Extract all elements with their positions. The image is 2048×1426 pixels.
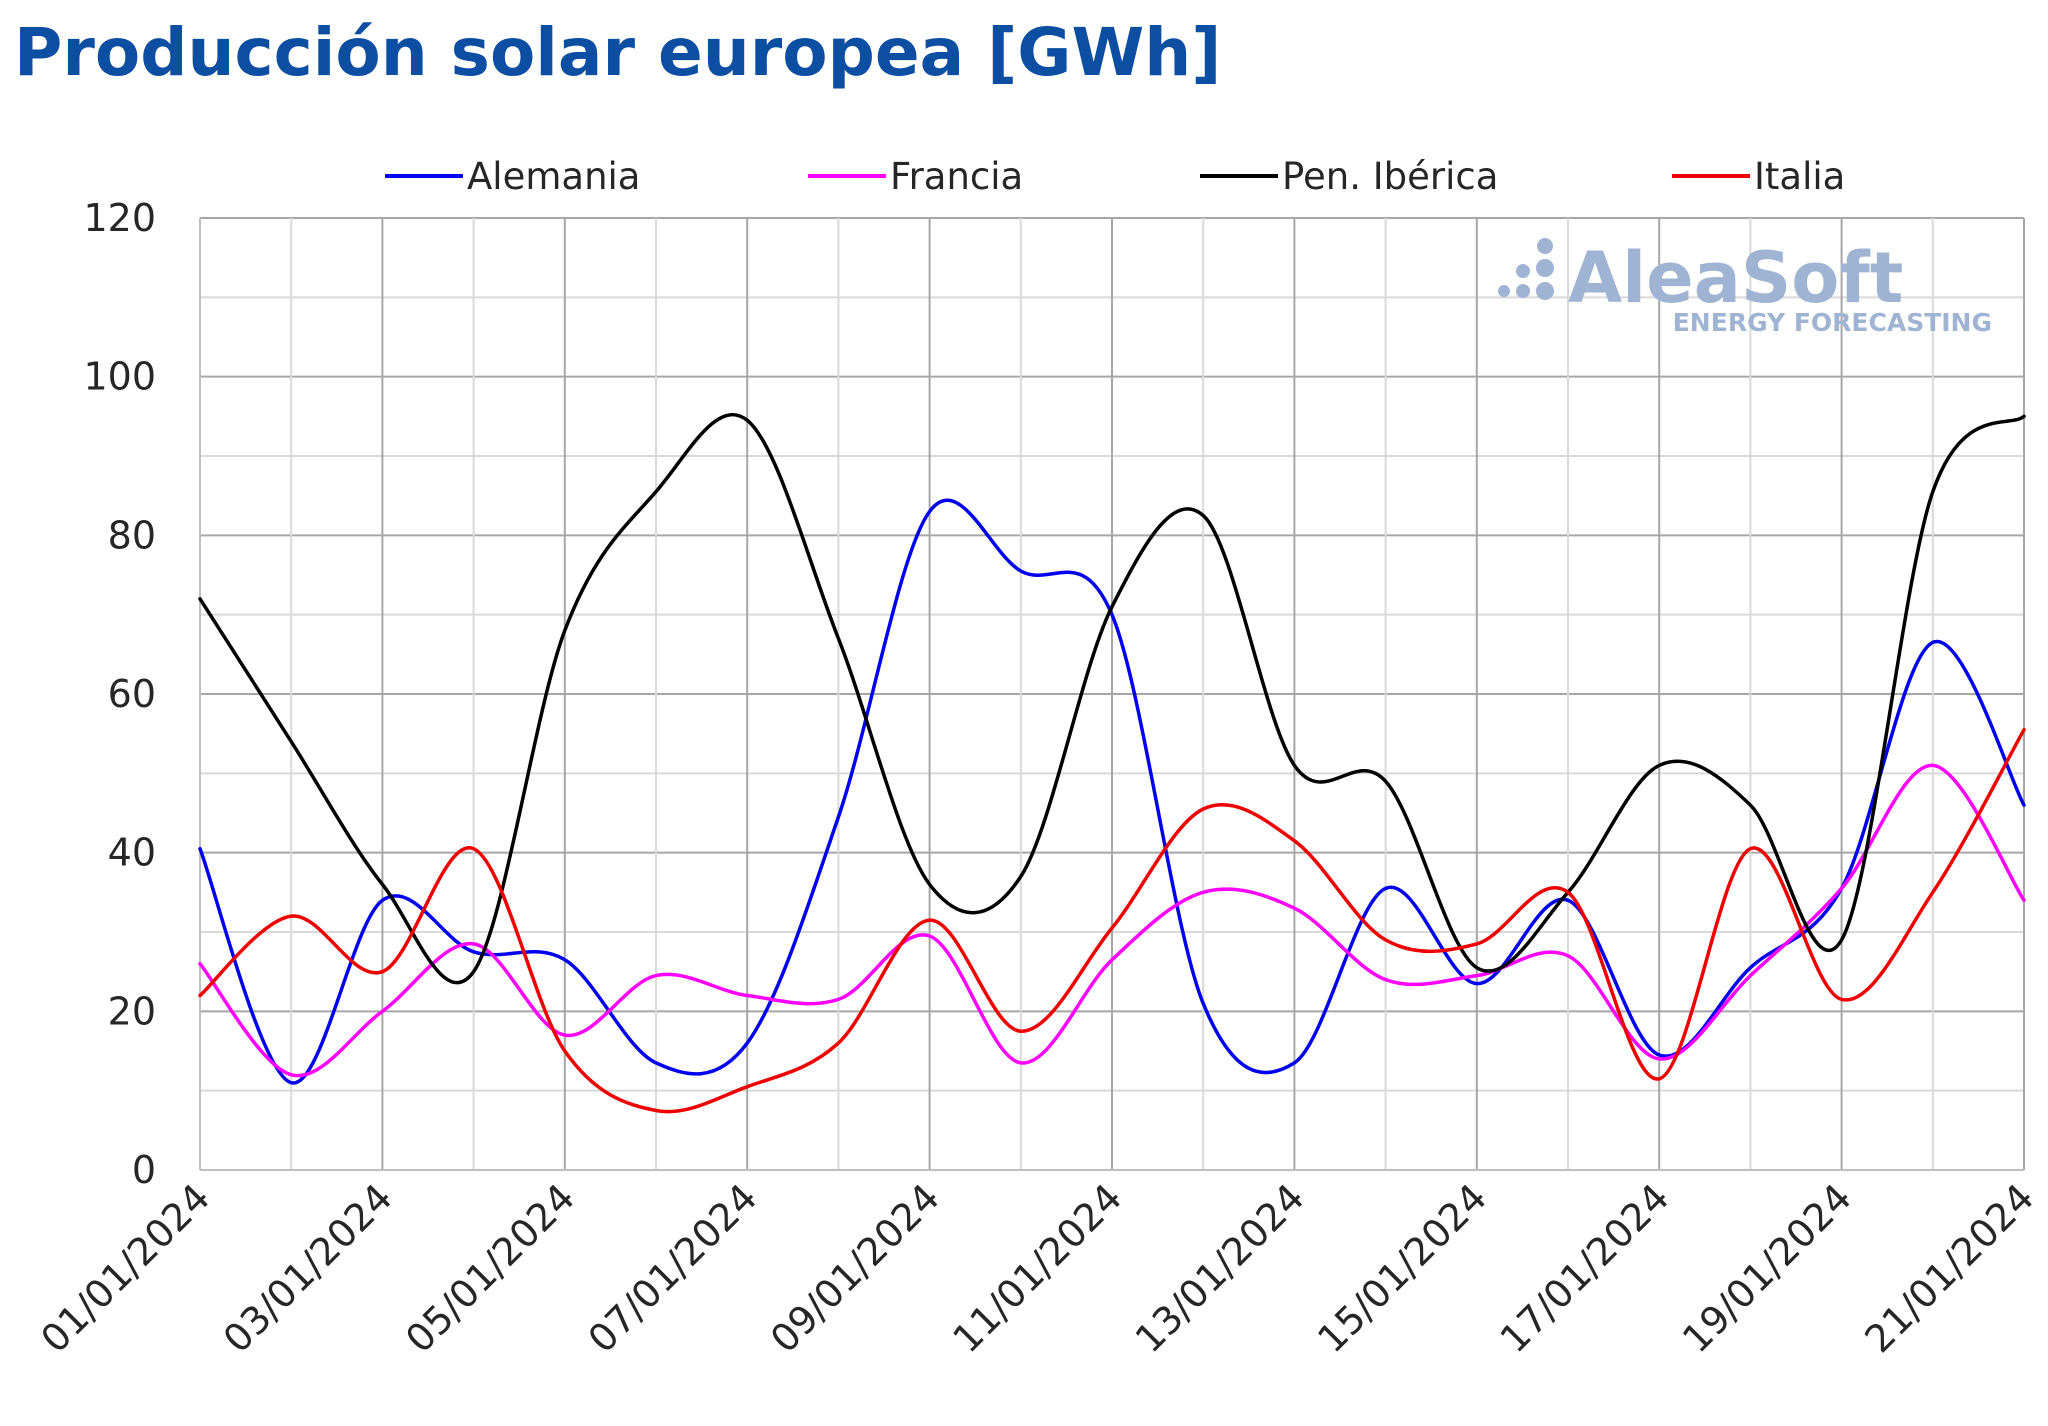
legend-label: Alemania (467, 155, 640, 198)
legend-item-italia: Italia (1672, 155, 1845, 198)
y-tick-label: 20 (108, 989, 156, 1033)
watermark-dot (1516, 264, 1530, 278)
watermark-dots-icon (1498, 238, 1554, 300)
legend: Alemania Francia Pen. Ibérica Italia (385, 155, 1845, 198)
watermark-brand: AleaSoft (1568, 237, 1903, 319)
x-tick-label: 21/01/2024 (1856, 1175, 2042, 1361)
x-tick-label: 17/01/2024 (1492, 1175, 1678, 1361)
x-tick-label: 15/01/2024 (1309, 1175, 1495, 1361)
legend-label: Pen. Ibérica (1282, 155, 1498, 198)
series-line-italia (198, 727, 2026, 1114)
x-tick-label: 01/01/2024 (32, 1175, 218, 1361)
legend-item-francia: Francia (808, 155, 1023, 198)
x-tick-label: 11/01/2024 (944, 1175, 1130, 1361)
series-line-pen-iberica (198, 412, 2026, 985)
series-line-francia (198, 763, 2026, 1078)
watermark-dot (1537, 238, 1553, 254)
x-tick-label: 09/01/2024 (762, 1175, 948, 1361)
legend-label: Italia (1754, 155, 1845, 198)
aleasoft-watermark: AleaSoft ENERGY FORECASTING (1498, 237, 1992, 337)
legend-label: Francia (890, 155, 1023, 198)
legend-item-pen-iberica: Pen. Ibérica (1200, 155, 1498, 198)
y-tick-label: 0 (132, 1148, 156, 1192)
x-tick-label: 13/01/2024 (1127, 1175, 1313, 1361)
series-line-alemania (198, 498, 2026, 1085)
y-tick-label: 120 (83, 196, 156, 240)
watermark-dot (1516, 284, 1530, 298)
watermark-dot (1536, 259, 1554, 277)
x-tick-label: 03/01/2024 (215, 1175, 401, 1361)
watermark-dot (1536, 282, 1554, 300)
y-tick-label: 40 (108, 831, 156, 875)
y-tick-label: 60 (108, 672, 156, 716)
y-tick-label: 100 (83, 355, 156, 399)
x-tick-label: 19/01/2024 (1674, 1175, 1860, 1361)
y-tick-label: 80 (108, 513, 156, 557)
chart-title: Producción solar europea [GWh] (14, 14, 1222, 91)
x-tick-label: 07/01/2024 (580, 1175, 766, 1361)
watermark-tagline: ENERGY FORECASTING (1673, 308, 1992, 337)
legend-item-alemania: Alemania (385, 155, 640, 198)
series-layer (198, 412, 2026, 1114)
grid-layer (199, 217, 2025, 1171)
watermark-dot (1498, 285, 1510, 297)
axis-layer: 0 20 40 60 80 100 120 01/01/202403/01/202405/01… (32, 196, 2042, 1361)
x-tick-label: 05/01/2024 (397, 1175, 583, 1361)
